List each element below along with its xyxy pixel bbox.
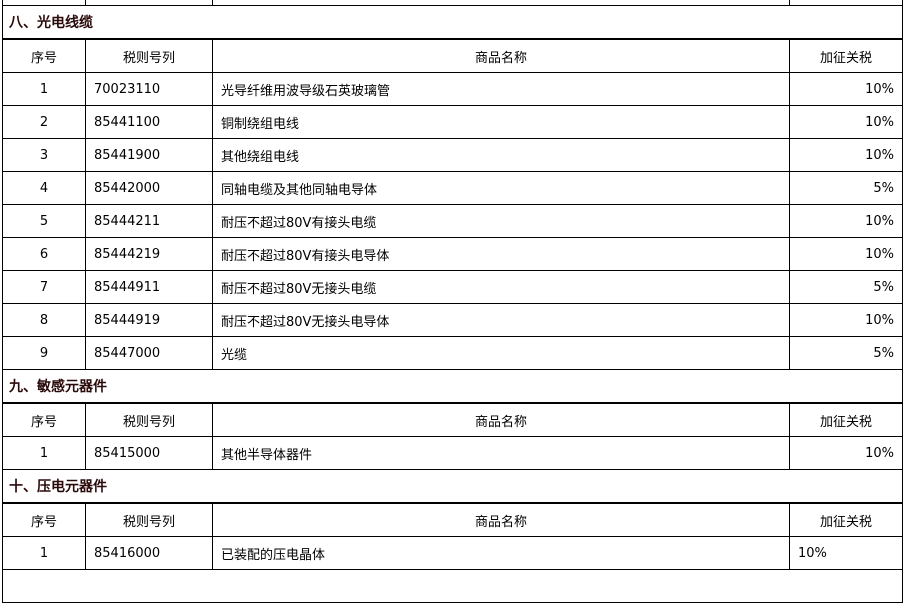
table-row: 7 85444911 耐压不超过80V无接头电缆 5% bbox=[2, 270, 903, 304]
column-header-no: 序号 bbox=[2, 402, 86, 437]
cell-no: 4 bbox=[2, 171, 86, 205]
table-row-partial bbox=[2, 0, 903, 6]
column-header-name: 商品名称 bbox=[212, 38, 790, 73]
table-row: 8 85444919 耐压不超过80V无接头电导体 10% bbox=[2, 303, 903, 337]
cell-tariff: 5% bbox=[789, 171, 903, 205]
cell-no: 1 bbox=[2, 436, 86, 470]
table-row: 6 85444219 耐压不超过80V有接头电导体 10% bbox=[2, 237, 903, 271]
table-row: 3 85441900 其他绕组电线 10% bbox=[2, 138, 903, 172]
column-header-row: 序号 税则号列 商品名称 加征关税 bbox=[2, 38, 903, 73]
section-title: 十、压电元器件 bbox=[2, 469, 903, 504]
table-row: 1 85416000 已装配的压电晶体 10% bbox=[2, 536, 903, 570]
cell-name: 已装配的压电晶体 bbox=[212, 536, 790, 570]
cell-no: 8 bbox=[2, 303, 86, 337]
cell-tariff: 10% bbox=[789, 536, 903, 570]
column-header-tariff: 加征关税 bbox=[789, 38, 903, 73]
column-header-code: 税则号列 bbox=[85, 38, 213, 73]
cell-tariff: 10% bbox=[789, 204, 903, 238]
cell-code: 70023110 bbox=[85, 72, 213, 106]
cell-tariff: 10% bbox=[789, 138, 903, 172]
cell-code: 85444911 bbox=[85, 270, 213, 304]
cell-code: 85442000 bbox=[85, 171, 213, 205]
column-header-name: 商品名称 bbox=[212, 502, 790, 537]
section-header: 十、压电元器件 bbox=[2, 469, 903, 504]
cell-no: 1 bbox=[2, 536, 86, 570]
cell-tariff: 5% bbox=[789, 336, 903, 370]
cell-name: 其他半导体器件 bbox=[212, 436, 790, 470]
cell-code: 85444219 bbox=[85, 237, 213, 271]
cell-code: 85415000 bbox=[85, 436, 213, 470]
column-header-tariff: 加征关税 bbox=[789, 402, 903, 437]
cell-no: 5 bbox=[2, 204, 86, 238]
cell-no: 1 bbox=[2, 72, 86, 106]
cell-code: 85441900 bbox=[85, 138, 213, 172]
cell-code: 85441100 bbox=[85, 105, 213, 139]
cell-no: 6 bbox=[2, 237, 86, 271]
cell-tariff: 10% bbox=[789, 436, 903, 470]
cell-code: 85444919 bbox=[85, 303, 213, 337]
cell-tariff: 10% bbox=[789, 237, 903, 271]
cell-code: 85444211 bbox=[85, 204, 213, 238]
cell-code: 85447000 bbox=[85, 336, 213, 370]
cell-name: 耐压不超过80V无接头电缆 bbox=[212, 270, 790, 304]
cell-name: 光导纤维用波导级石英玻璃管 bbox=[212, 72, 790, 106]
column-header-name: 商品名称 bbox=[212, 402, 790, 437]
table-row: 4 85442000 同轴电缆及其他同轴电导体 5% bbox=[2, 171, 903, 205]
cell-name: 耐压不超过80V有接头电缆 bbox=[212, 204, 790, 238]
cell-name: 其他绕组电线 bbox=[212, 138, 790, 172]
section-header: 九、敏感元器件 bbox=[2, 369, 903, 404]
section-title: 八、光电线缆 bbox=[2, 5, 903, 40]
cell-name: 耐压不超过80V无接头电导体 bbox=[212, 303, 790, 337]
cell-code: 85416000 bbox=[85, 536, 213, 570]
column-header-code: 税则号列 bbox=[85, 502, 213, 537]
cell-no: 7 bbox=[2, 270, 86, 304]
column-header-no: 序号 bbox=[2, 38, 86, 73]
cell-tariff: 10% bbox=[789, 72, 903, 106]
column-header-no: 序号 bbox=[2, 502, 86, 537]
column-header-tariff: 加征关税 bbox=[789, 502, 903, 537]
cell-tariff: 5% bbox=[789, 270, 903, 304]
cell-no: 3 bbox=[2, 138, 86, 172]
table-row: 1 70023110 光导纤维用波导级石英玻璃管 10% bbox=[2, 72, 903, 106]
cell-name: 同轴电缆及其他同轴电导体 bbox=[212, 171, 790, 205]
table-row: 2 85441100 铜制绕组电线 10% bbox=[2, 105, 903, 139]
column-header-code: 税则号列 bbox=[85, 402, 213, 437]
table-row: 5 85444211 耐压不超过80V有接头电缆 10% bbox=[2, 204, 903, 238]
cell-name: 铜制绕组电线 bbox=[212, 105, 790, 139]
table-row: 9 85447000 光缆 5% bbox=[2, 336, 903, 370]
cell-no: 2 bbox=[2, 105, 86, 139]
section-title: 九、敏感元器件 bbox=[2, 369, 903, 404]
cell-name: 光缆 bbox=[212, 336, 790, 370]
cell-no: 9 bbox=[2, 336, 86, 370]
column-header-row: 序号 税则号列 商品名称 加征关税 bbox=[2, 402, 903, 437]
cell-tariff: 10% bbox=[789, 105, 903, 139]
cell-tariff: 10% bbox=[789, 303, 903, 337]
column-header-row: 序号 税则号列 商品名称 加征关税 bbox=[2, 502, 903, 537]
section-header: 八、光电线缆 bbox=[2, 5, 903, 40]
cell-name: 耐压不超过80V有接头电导体 bbox=[212, 237, 790, 271]
table-row: 1 85415000 其他半导体器件 10% bbox=[2, 436, 903, 470]
table-row-partial bbox=[2, 569, 903, 603]
